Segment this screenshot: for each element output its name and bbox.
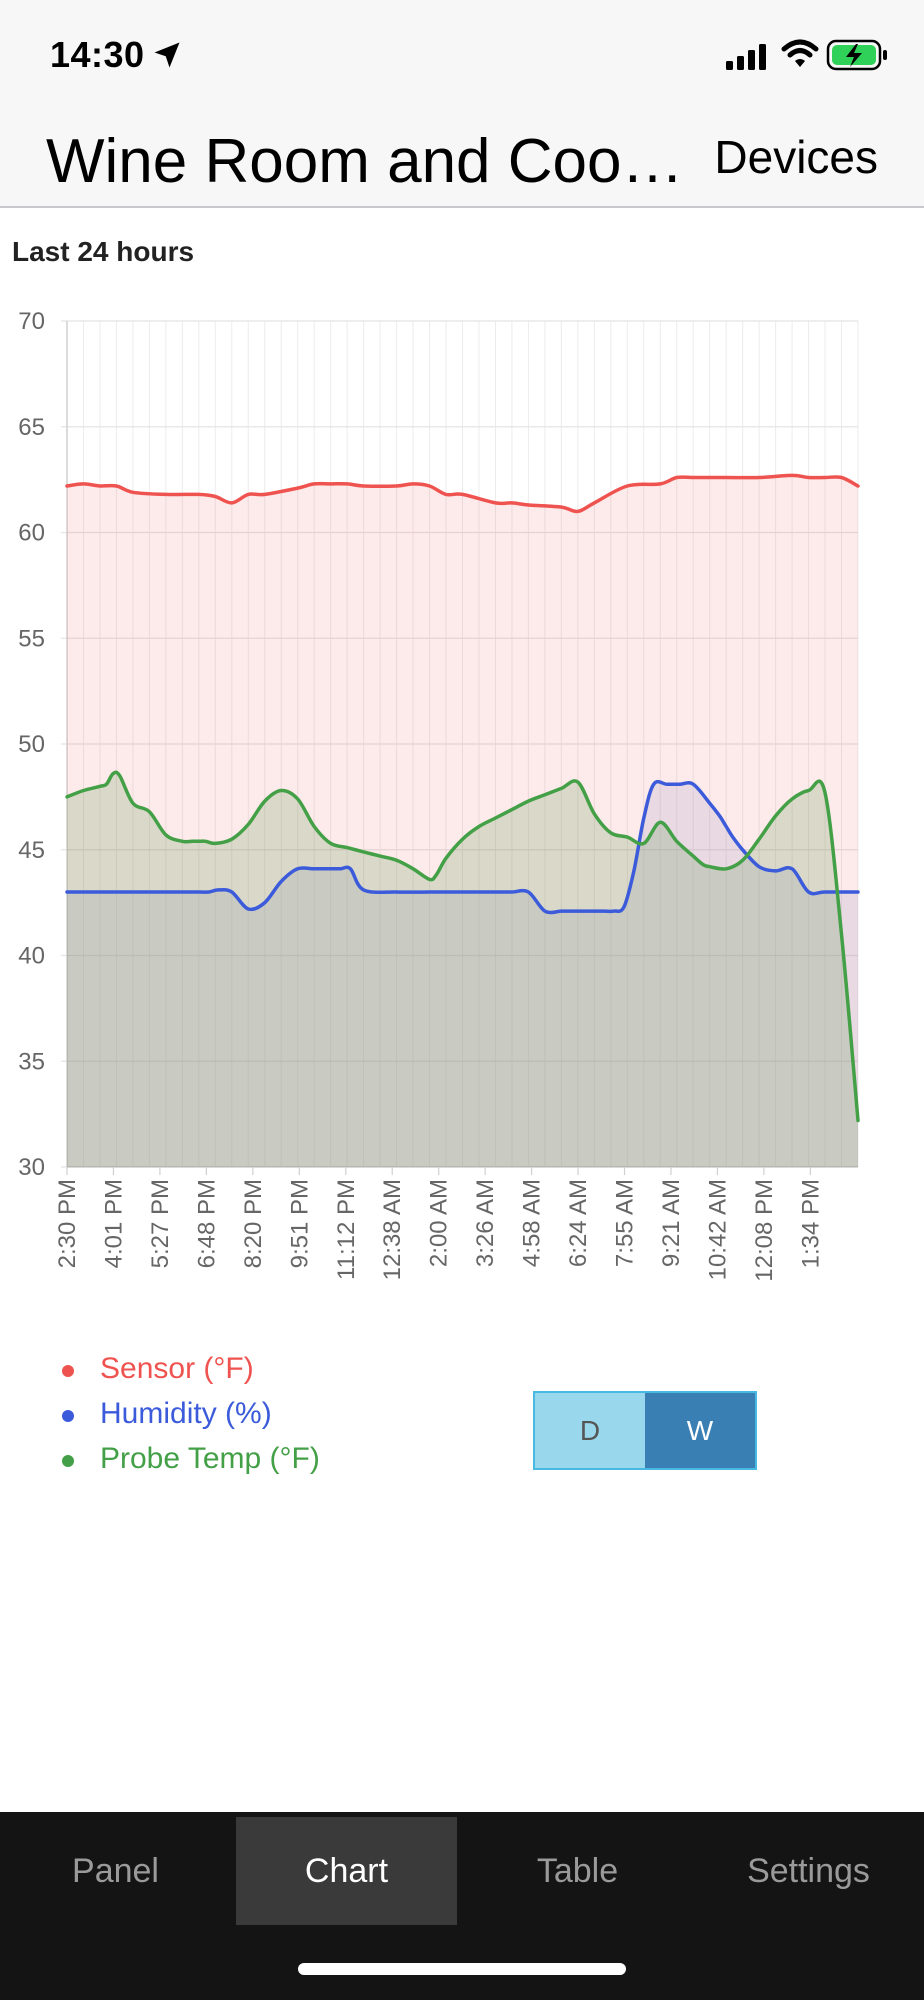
devices-button[interactable]: Devices [714,131,878,183]
tab-settings[interactable]: Settings [747,1851,870,1890]
cellular-signal-icon [726,44,766,70]
y-tick-label: 70 [18,308,45,335]
x-tick-label: 2:00 AM [426,1179,453,1267]
series-area-1 [67,781,858,1167]
chart-area-fills [67,475,858,1167]
battery-charging-icon [826,39,887,71]
chart-grid [61,320,859,1175]
legend-dot-icon [62,1410,74,1422]
wifi-icon [781,39,819,67]
x-tick-label: 4:58 AM [519,1179,546,1267]
tab-table[interactable]: Table [536,1851,619,1890]
period-toggle: D W [533,1391,757,1470]
series-line-1 [65,779,860,915]
tab-panel[interactable]: Panel [72,1851,159,1890]
y-tick-label: 30 [18,1154,45,1181]
legend-dot-icon [62,1365,74,1377]
x-tick-label: 6:24 AM [565,1179,592,1267]
x-tick-label: 8:20 PM [240,1179,267,1268]
status-bar: 14:30 [0,0,924,108]
x-tick-label: 3:26 AM [472,1179,499,1267]
x-tick-label: 12:38 AM [379,1179,406,1280]
period-week-button[interactable]: W [645,1393,755,1468]
period-day-button[interactable]: D [535,1393,645,1468]
nav-bar: Wine Room and Cool... Devices [0,108,924,208]
x-tick-label: 4:01 PM [100,1179,127,1268]
y-tick-label: 35 [18,1048,45,1075]
legend-label: Sensor (°F) [100,1352,254,1385]
page-title: Wine Room and Cool... [46,127,686,196]
legend-label: Humidity (%) [100,1397,272,1430]
series-line-0 [65,473,860,514]
x-tick-label: 2:30 PM [54,1179,81,1268]
y-tick-label: 65 [18,414,45,441]
x-tick-label: 11:12 PM [333,1179,360,1280]
chart-series-lines [65,473,860,1123]
x-tick-label: 6:48 PM [193,1179,220,1268]
x-tick-label: 7:55 AM [612,1179,639,1267]
x-tick-label: 12:08 PM [751,1179,778,1282]
y-tick-label: 45 [18,837,45,864]
series-line-2 [65,770,860,1123]
x-axis-ticks: 2:30 PM 4:01 PM 5:27 PM 6:48 PM 8:20 PM 9:51 … [54,1179,824,1282]
x-tick-label: 1:34 PM [797,1179,824,1268]
tab-chart[interactable]: Chart [236,1817,457,1925]
line-chart: 30 35 40 45 50 55 60 65 70 2:30 PM 4:01 PM 5:27 PM… [18,308,860,1282]
time-range-label: Last 24 hours [12,236,195,267]
y-tick-label: 50 [18,731,45,758]
y-tick-label: 60 [18,520,45,547]
x-tick-label: 9:21 AM [658,1179,685,1267]
home-indicator [298,1963,626,1975]
y-tick-label: 55 [18,625,45,652]
location-arrow-icon [154,42,180,68]
y-axis-ticks: 30 35 40 45 50 55 60 65 70 [18,308,45,1181]
legend-label: Probe Temp (°F) [100,1442,320,1475]
y-tick-label: 40 [18,943,45,970]
x-tick-label: 10:42 AM [704,1179,731,1280]
status-time: 14:30 [50,34,145,75]
x-tick-label: 9:51 PM [286,1179,313,1268]
series-area-2 [67,772,858,1167]
series-area-0 [67,475,858,1167]
legend-dot-icon [62,1455,74,1467]
x-tick-label: 5:27 PM [147,1179,174,1268]
